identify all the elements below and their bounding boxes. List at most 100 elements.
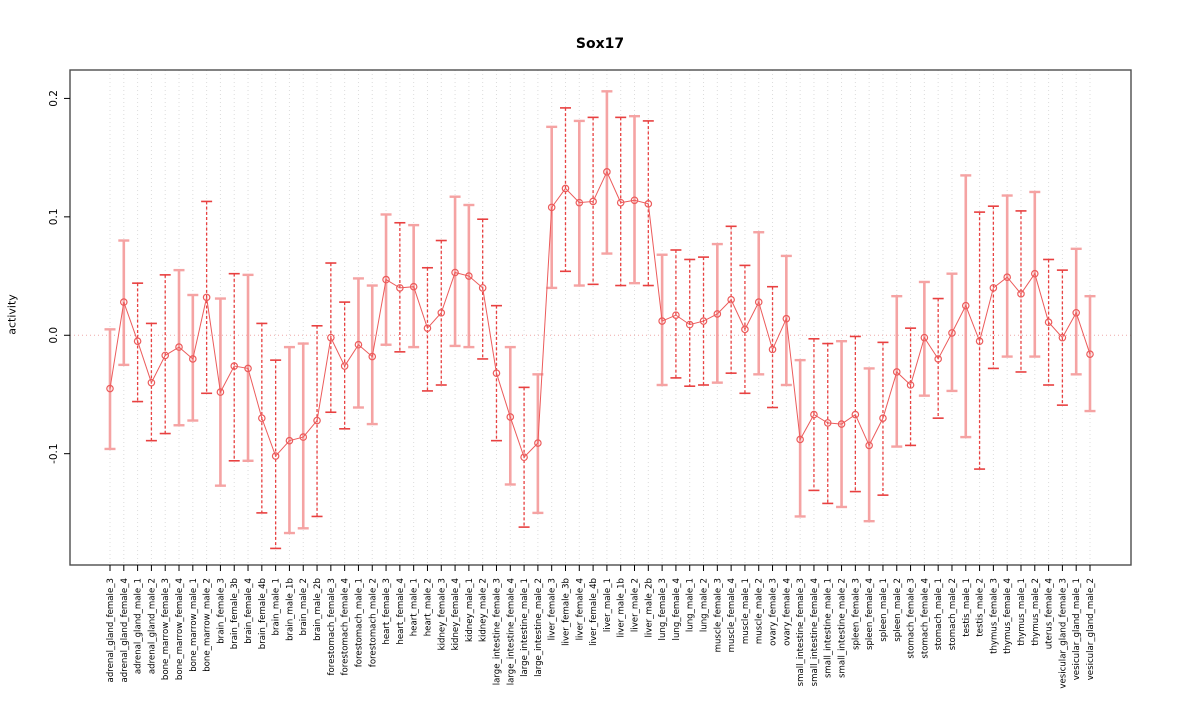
data-point	[865, 441, 873, 450]
x-tick-label: spleen_male_2	[893, 578, 903, 642]
x-tick-label: stomach_female_3	[907, 578, 917, 659]
data-point	[327, 333, 335, 342]
x-tick-label: kidney_male_1	[465, 578, 475, 642]
x-tick-label: bone_marrow_female_3	[161, 578, 171, 680]
data-point	[382, 275, 390, 284]
data-point	[754, 298, 763, 306]
data-point	[1058, 333, 1067, 342]
y-tick-label: 0.0	[48, 327, 60, 344]
y-tick-label: -0.1	[48, 443, 60, 464]
x-tick-label: adrenal_gland_male_1	[134, 578, 144, 674]
data-point	[685, 320, 694, 329]
x-tick-label: brain_female_4b	[258, 578, 268, 649]
y-tick-label: 0.2	[48, 90, 60, 107]
data-point	[1030, 269, 1039, 278]
x-tick-label: heart_male_2	[423, 578, 433, 636]
x-tick-label: bone_marrow_male_1	[189, 578, 199, 672]
data-point	[106, 384, 114, 393]
data-point	[1072, 308, 1080, 317]
data-point	[672, 311, 680, 319]
x-tick-label: thymus_female_4	[1003, 578, 1013, 654]
data-point	[202, 293, 211, 302]
data-point	[768, 345, 777, 354]
data-point	[465, 272, 473, 280]
data-point	[547, 203, 556, 212]
data-point	[796, 435, 804, 444]
data-point	[423, 324, 432, 332]
x-tick-label: large_intestine_female_3	[492, 578, 502, 685]
data-point	[354, 340, 363, 349]
x-tick-label: brain_male_1b	[285, 578, 295, 641]
data-point	[396, 284, 404, 292]
x-tick-label: brain_male_2b	[313, 578, 323, 641]
x-tick-label: heart_female_4	[396, 578, 406, 645]
data-point	[175, 343, 183, 351]
data-point	[644, 200, 653, 208]
x-tick-label: small_intestine_male_1	[824, 578, 834, 678]
x-tick-label: liver_female_3	[548, 578, 558, 640]
x-tick-label: ovary_female_3	[769, 578, 779, 646]
data-point	[1044, 318, 1053, 327]
data-point	[368, 352, 377, 361]
x-tick-label: bone_marrow_female_4	[175, 578, 185, 680]
data-point	[934, 355, 942, 363]
x-tick-label: lung_female_3	[658, 578, 668, 640]
data-point	[713, 310, 722, 318]
data-point	[658, 317, 666, 325]
data-point	[216, 388, 225, 396]
x-tick-label: liver_female_4b	[589, 578, 599, 646]
data-point	[975, 337, 984, 345]
data-point	[271, 452, 280, 460]
data-point	[340, 362, 349, 370]
x-tick-label: liver_female_3b	[561, 578, 571, 646]
x-tick-label: lung_male_2	[700, 578, 710, 632]
series-line	[109, 170, 1091, 459]
data-point	[892, 368, 901, 376]
data-point	[520, 453, 528, 462]
x-tick-label: heart_female_3	[382, 578, 392, 645]
x-tick-label: thymus_male_1	[1017, 578, 1027, 646]
x-tick-label: liver_male_1	[603, 578, 613, 632]
data-point	[727, 295, 735, 304]
x-tick-label: uterus_female_4	[1045, 578, 1055, 649]
data-point	[1003, 273, 1011, 282]
x-tick-label: heart_male_1	[410, 578, 420, 636]
x-tick-label: kidney_female_3	[437, 578, 447, 650]
x-tick-label: vesicular_gland_male_1	[1072, 578, 1082, 680]
x-tick-label: small_intestine_female_3	[796, 578, 806, 686]
data-point	[810, 410, 818, 419]
x-tick-label: brain_female_3b	[230, 578, 240, 649]
x-tick-label: liver_male_2b	[644, 578, 654, 638]
x-tick-label: brain_male_1	[272, 578, 282, 635]
x-tick-label: kidney_female_4	[451, 578, 461, 650]
data-point	[920, 333, 929, 342]
data-point	[561, 184, 570, 193]
data-point	[1086, 350, 1094, 359]
x-tick-label: lung_female_4	[672, 578, 682, 640]
data-point	[603, 168, 611, 176]
data-point	[492, 369, 501, 377]
x-tick-label: spleen_male_1	[879, 578, 889, 642]
x-tick-label: large_intestine_male_1	[520, 578, 530, 677]
data-point	[299, 433, 308, 441]
x-tick-label: adrenal_gland_female_3	[106, 578, 116, 682]
chart-title: Sox17	[575, 36, 625, 52]
data-point	[437, 308, 446, 317]
data-point	[589, 197, 597, 206]
data-point	[478, 284, 487, 292]
x-tick-label: small_intestine_male_2	[838, 578, 848, 678]
data-point	[534, 439, 542, 447]
data-point	[851, 410, 860, 419]
data-point	[258, 414, 266, 422]
x-tick-label: thymus_female_3	[989, 578, 999, 654]
x-tick-label: forestomach_male_1	[354, 578, 364, 667]
x-tick-label: vesicular_gland_male_2	[1086, 578, 1096, 680]
plot-border	[69, 69, 1132, 566]
data-point	[161, 351, 170, 360]
data-point	[948, 329, 956, 337]
x-tick-label: small_intestine_female_4	[810, 578, 820, 686]
data-point	[741, 325, 749, 334]
y-tick-label: 0.1	[48, 208, 60, 225]
